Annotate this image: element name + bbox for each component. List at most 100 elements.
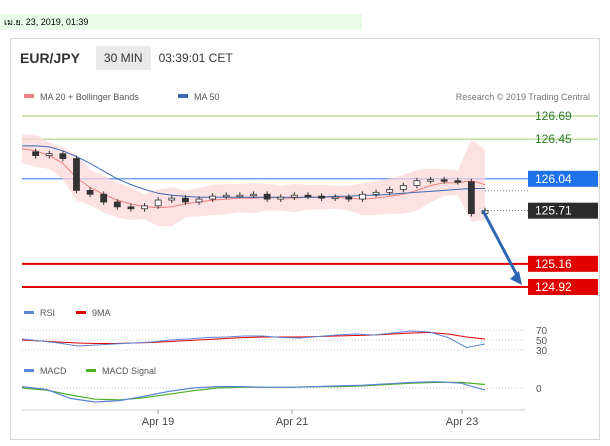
candle-body [100,193,108,203]
forecast-arrow-head [510,271,522,285]
level-label-2: 126.04 [535,172,572,186]
candle-body [86,189,94,195]
macd-signal-legend-label: MACD Signal [102,366,156,376]
candle [127,203,135,212]
candle-body [222,194,230,198]
candle-body [209,195,217,200]
bollinger-band [22,134,485,227]
candle-body [195,198,203,203]
timeframe-button[interactable]: 30 MIN [95,46,151,70]
macd-line [21,381,486,403]
candle-body [168,197,176,201]
candle [386,186,394,196]
candle-body [127,206,135,210]
candle [100,191,108,205]
candle-body [372,191,380,195]
rsi-tick-50: 50 [536,336,548,347]
macd-legend-label: MACD [40,366,67,376]
candle-body [263,193,271,200]
rsi-line [21,330,486,349]
level-label-4: 125.16 [535,257,572,271]
candle-body [359,193,366,200]
x-tick-label-1: Apr 21 [276,416,308,428]
candle [359,191,366,202]
rsi9-legend-swatch [76,311,86,314]
candle [168,195,176,203]
candle-body [318,195,325,199]
candle [372,189,380,198]
chart-header: EUR/JPY 30 MIN 03:39:01 CET [14,44,233,72]
macd-signal-legend-swatch [86,369,96,372]
candle [154,197,162,209]
macd-legend-swatch [24,369,34,372]
candle-body [467,181,475,214]
ma20-legend-label: MA 20 + Bollinger Bands [40,92,139,102]
candle-body [427,179,434,182]
candle [45,150,53,159]
candle [467,178,475,217]
candle-body [32,151,40,157]
clock-label: 03:39:01 CET [158,51,233,65]
candle-body [141,205,148,210]
candle-body [440,179,448,182]
candle-body [154,199,162,207]
candle-body [331,196,339,200]
rsi9-line [21,331,486,344]
candle-body [386,189,394,193]
rsi-tick-30: 30 [536,346,548,357]
macd-tick-0: 0 [536,384,542,395]
level-label-0: 126.69 [535,109,572,123]
candle [304,192,312,200]
rsi9-legend-label: 9MA [92,308,111,318]
level-tag-5 [528,279,598,295]
candle [331,194,339,202]
candle [250,191,257,199]
candle [413,177,421,189]
level-label-3: 125.71 [535,204,572,218]
ma50-legend-label: MA 50 [194,92,220,102]
candle [182,195,189,205]
candle-body [413,180,421,186]
rsi-legend-label: RSI [40,308,55,318]
candle [73,155,80,194]
candle [277,194,285,202]
candle [318,193,325,202]
symbol-label: EUR/JPY [20,50,80,66]
candle-body [454,180,462,183]
ma20-legend-swatch [24,94,34,98]
candle-body [113,201,121,208]
level-tag-3 [528,202,598,219]
level-tag-4 [528,255,598,272]
level-tag-2 [528,170,598,187]
candle [209,193,217,202]
candle-body [45,153,53,157]
candle [440,176,448,184]
candle [427,176,434,184]
candle [236,192,244,199]
price-panel: 126.69 126.45 126.04 125.71 125.16 124.92 [21,109,598,295]
candle-body [345,196,353,200]
candle [32,148,40,159]
x-axis: Apr 19 Apr 21 Apr 23 [22,409,525,428]
level-label-5: 124.92 [535,280,572,294]
candle-body [399,185,407,190]
chart-panel [10,38,600,440]
candle [454,177,462,185]
candle-body [73,158,80,191]
candle [141,202,148,212]
candle-body [182,197,189,203]
candle-body [250,193,257,197]
candle-body [290,194,298,198]
x-tick-label-0: Apr 19 [142,416,174,428]
macd-panel: 0 [21,381,542,403]
date-strip: เม.ย. 23, 2019, 01:39 [0,14,362,30]
candle-body [59,153,67,159]
forecast-arrow-shaft [481,209,521,280]
candle [263,191,271,202]
candle [86,187,94,198]
candle-body [277,196,285,200]
level-label-1: 126.45 [535,132,572,146]
candle-body [236,194,244,198]
candle [222,192,230,200]
